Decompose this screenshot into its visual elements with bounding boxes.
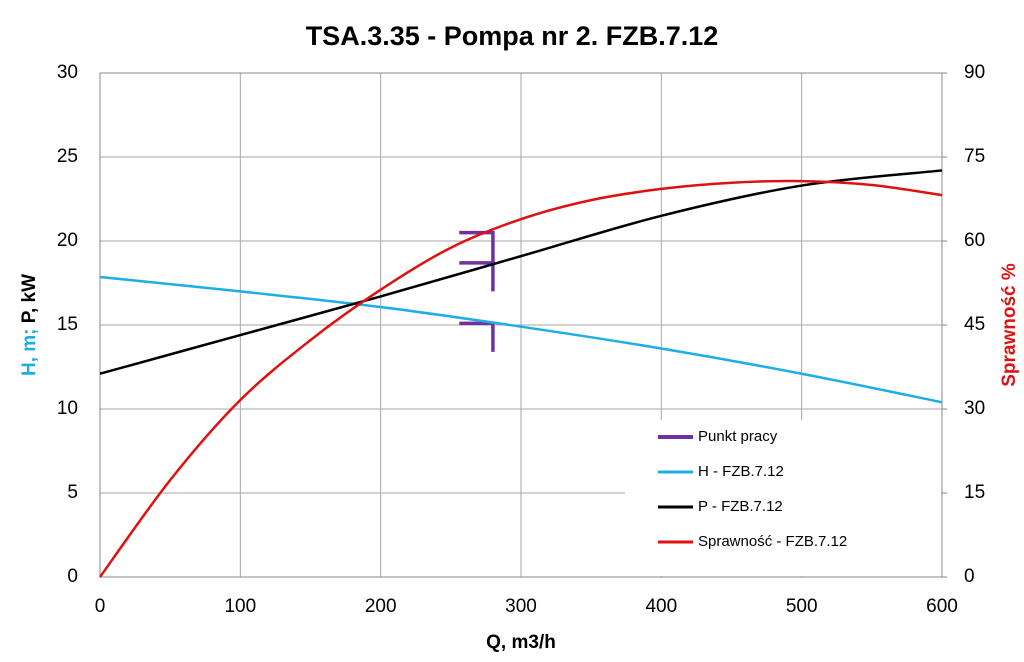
- x-tick-label: 600: [926, 596, 958, 617]
- series-line: [99, 169, 943, 375]
- legend-label: Sprawność - FZB.7.12: [698, 533, 847, 550]
- x-tick-label: 200: [365, 596, 397, 617]
- chart-title: TSA.3.35 - Pompa nr 2. FZB.7.12: [306, 21, 719, 51]
- x-tick-label: 300: [505, 596, 537, 617]
- legend-box: [625, 420, 941, 576]
- x-axis-label: Q, m3/h: [486, 632, 556, 653]
- x-tick-label: 0: [95, 596, 106, 617]
- y-axis-label-part: H, m;: [19, 329, 40, 377]
- y-tick-label: 0: [67, 566, 78, 587]
- y-tick-label: 15: [57, 314, 78, 335]
- y2-tick-label: 45: [964, 314, 985, 335]
- series-line: [459, 230, 495, 352]
- legend-label: Punkt pracy: [698, 428, 778, 445]
- y-axis-label-text: H, m; P, kW: [19, 274, 40, 376]
- x-tick-label: 400: [645, 596, 677, 617]
- y-tick-label: 20: [57, 230, 78, 251]
- y2-tick-label: 15: [964, 482, 985, 503]
- legend-label: H - FZB.7.12: [698, 463, 784, 480]
- plot-frame: [99, 72, 943, 578]
- y2-tick-label: 90: [964, 62, 985, 83]
- x-tick-label: 500: [786, 596, 818, 617]
- series-line: [98, 179, 943, 578]
- y-tick-label: 25: [57, 146, 78, 167]
- y-axis-label: H, m; P, kW: [19, 274, 40, 376]
- y2-tick-label: 60: [964, 230, 985, 251]
- legend-label: P - FZB.7.12: [698, 498, 783, 515]
- y2-tick-label: 0: [964, 566, 975, 587]
- y-tick-label: 10: [57, 398, 78, 419]
- y-tick-label: 5: [67, 482, 78, 503]
- y-axis-label-part: P, kW: [19, 274, 40, 329]
- y2-axis-label: Sprawność %: [999, 263, 1020, 387]
- y2-tick-label: 75: [964, 146, 985, 167]
- y-tick-label: 30: [57, 62, 78, 83]
- series-line: [99, 275, 943, 404]
- y2-tick-label: 30: [964, 398, 985, 419]
- x-tick-label: 100: [224, 596, 256, 617]
